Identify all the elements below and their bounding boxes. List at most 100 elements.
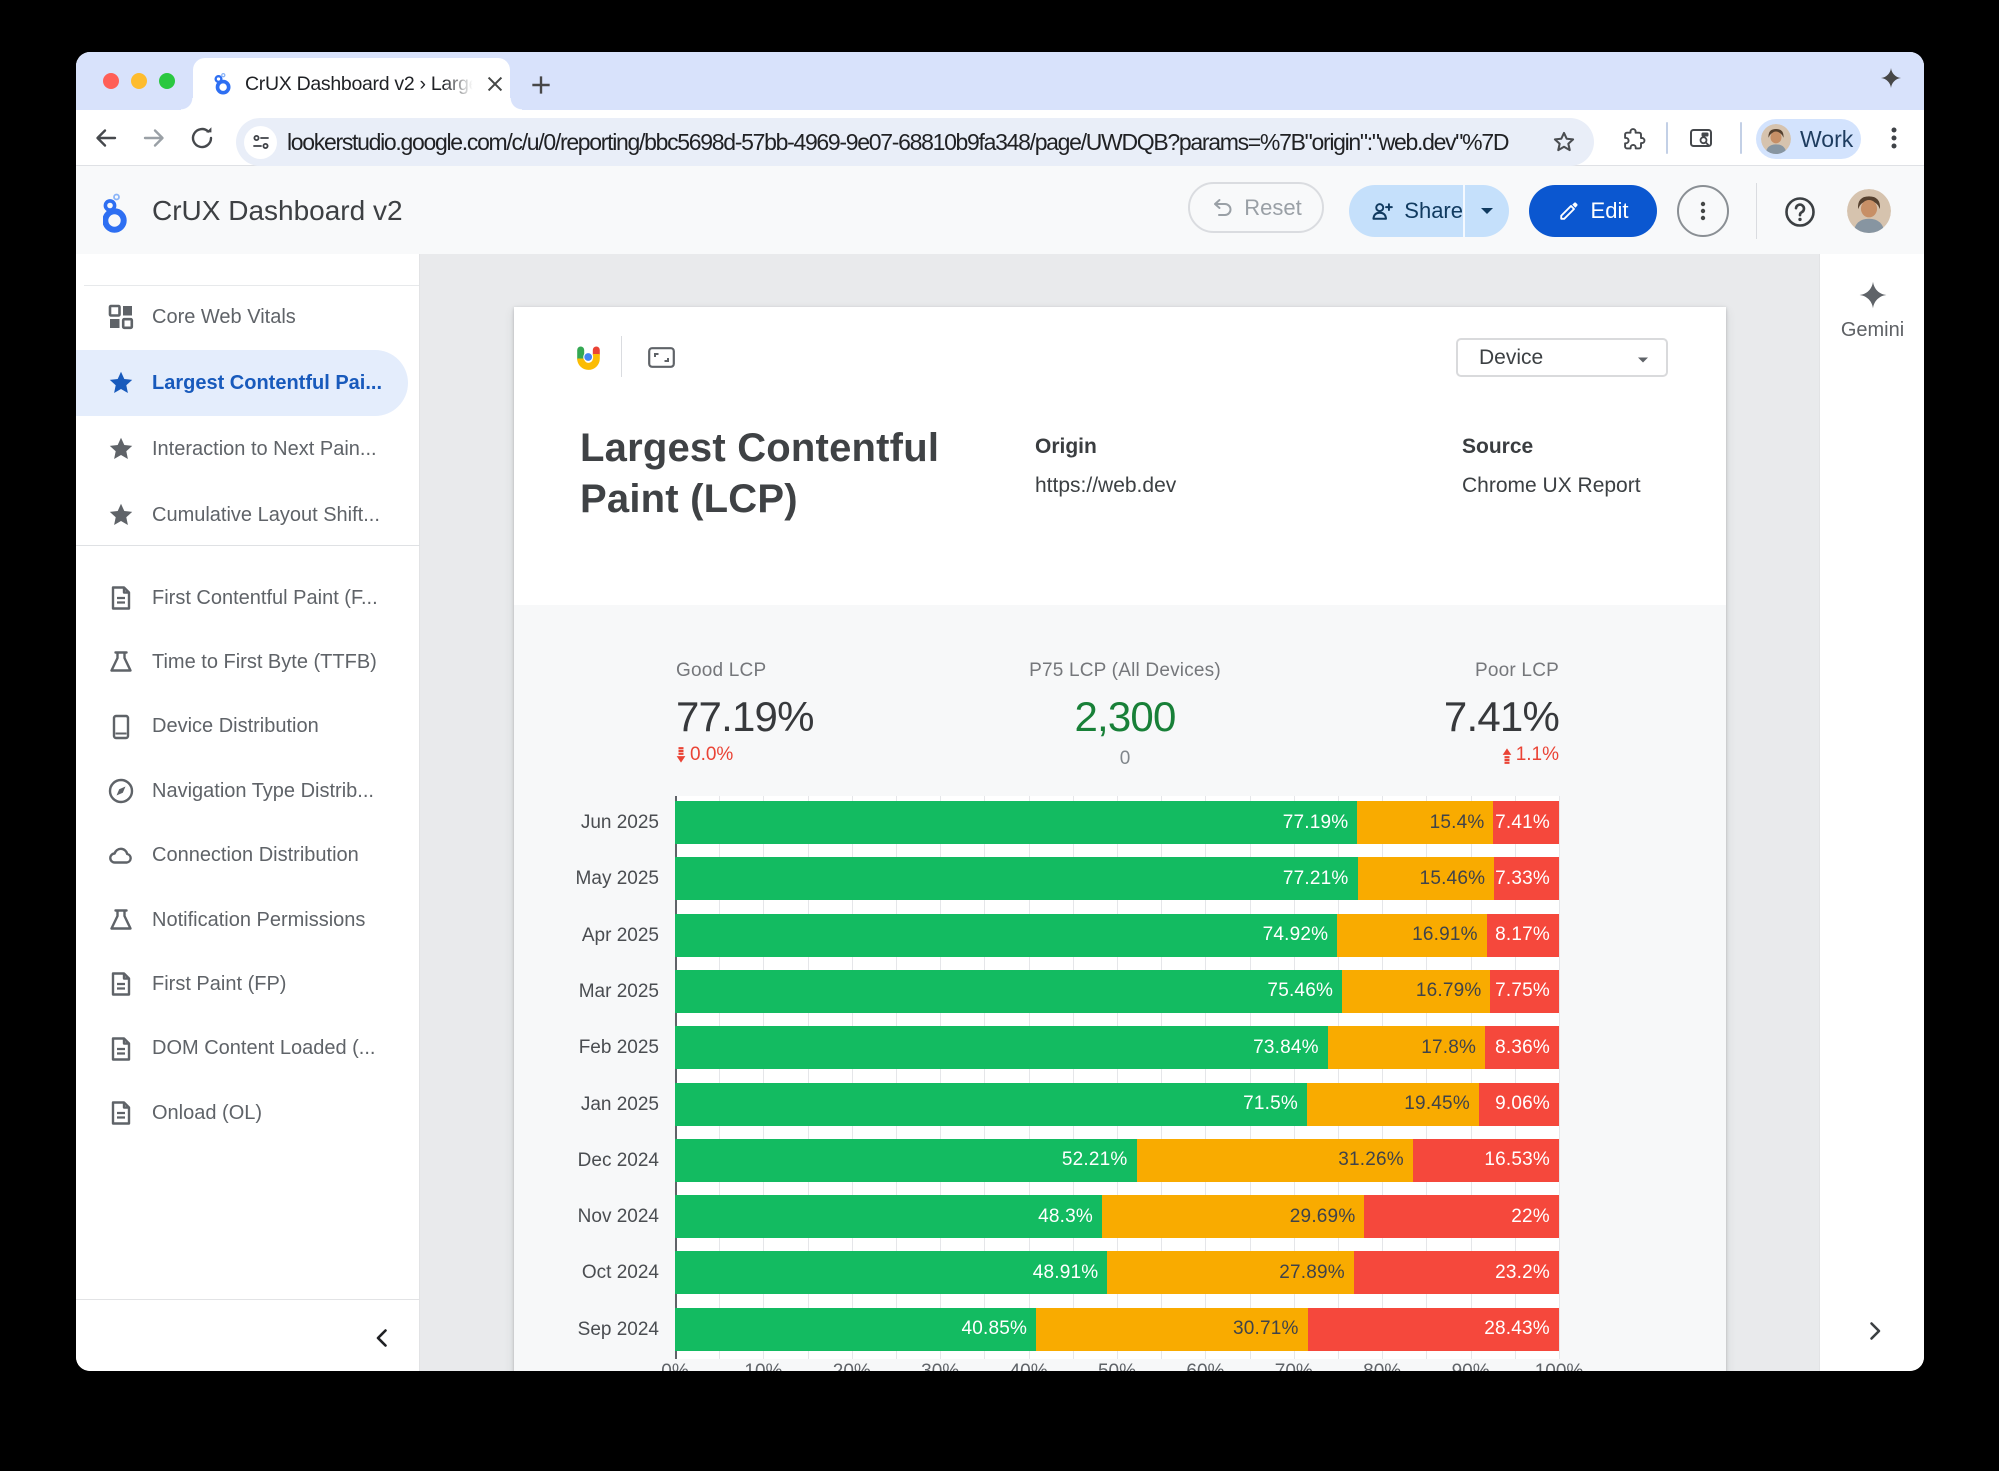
- tab-close-icon[interactable]: [483, 72, 507, 96]
- sidebar-item[interactable]: Onload (OL): [76, 1080, 408, 1146]
- report-name-title: CrUX Dashboard v2: [152, 195, 403, 226]
- reset-button-label: Reset: [1244, 194, 1302, 220]
- source-label: Source: [1462, 435, 1534, 458]
- browser-toolbar: lookerstudio.google.com/c/u/0/reporting/…: [76, 110, 1924, 166]
- scorecard-label: P75 LCP (All Devices): [1029, 660, 1221, 681]
- doc-icon: [107, 1099, 135, 1127]
- url-text: lookerstudio.google.com/c/u/0/reporting/…: [287, 128, 1509, 155]
- window-zoom-button[interactable]: [159, 73, 175, 89]
- source-field: Source Chrome UX Report: [1462, 435, 1641, 498]
- sidebar-item[interactable]: First Paint (FP): [76, 951, 408, 1017]
- dashboard-icon: [107, 303, 135, 331]
- sidebar-item[interactable]: Device Distribution: [76, 694, 408, 760]
- app-content: Core Web Vitals Largest Contentful Pai..…: [76, 254, 1924, 1371]
- sidebar-item[interactable]: Notification Permissions: [76, 887, 408, 953]
- sidebar-item[interactable]: First Contentful Paint (F...: [76, 565, 408, 631]
- forward-icon[interactable]: [140, 124, 168, 152]
- reset-button[interactable]: Reset: [1188, 182, 1324, 233]
- scorecard-delta-value: 1.1%: [1515, 744, 1559, 765]
- doc-icon: [107, 1035, 135, 1063]
- share-button[interactable]: Share: [1349, 185, 1509, 237]
- scorecard-delta: 0.0%: [676, 744, 814, 766]
- extensions-icon[interactable]: [1620, 125, 1646, 151]
- profile-chip[interactable]: Work: [1756, 119, 1861, 159]
- sidebar-item[interactable]: Time to First Byte (TTFB): [76, 629, 408, 695]
- scorecard-center: P75 LCP (All Devices) 2,300 0: [935, 660, 1315, 770]
- toolbar-divider: [1740, 122, 1742, 154]
- sidebar-group-divider: [76, 545, 420, 546]
- sidebar-collapse-chevron[interactable]: [368, 1324, 396, 1352]
- scorecard-left: Good LCP 77.19% 0.0%: [676, 660, 814, 766]
- sidebar-item-label: Device Distribution: [152, 715, 319, 738]
- pages-sidebar: Core Web Vitals Largest Contentful Pai..…: [76, 254, 420, 1371]
- cloud-icon: [107, 842, 135, 870]
- help-icon[interactable]: [1784, 196, 1816, 228]
- doc-icon: [107, 970, 135, 998]
- sidebar-item-label: Time to First Byte (TTFB): [152, 650, 377, 673]
- sidebar-item-label: Navigation Type Distrib...: [152, 779, 374, 802]
- new-tab-button[interactable]: [527, 71, 555, 99]
- browser-menu-kebab-icon[interactable]: [1881, 125, 1907, 151]
- delta-arrow-up-icon: [1502, 747, 1512, 764]
- gemini-sparkle-icon[interactable]: [1879, 66, 1903, 90]
- fit-to-page-icon[interactable]: [648, 347, 675, 368]
- header-divider: [1756, 183, 1757, 239]
- scorecard-value: 2,300: [1074, 693, 1176, 740]
- gemini-entry[interactable]: Gemini: [1820, 280, 1924, 342]
- scorecard-value: 77.19%: [676, 693, 814, 740]
- panel-expand-chevron[interactable]: [1861, 1317, 1889, 1345]
- source-value: Chrome UX Report: [1462, 474, 1641, 497]
- account-avatar[interactable]: [1847, 189, 1891, 233]
- device-filter-dropdown[interactable]: Device: [1456, 338, 1668, 377]
- sidebar-item[interactable]: Interaction to Next Pain...: [76, 416, 408, 482]
- sidebar-bottom-divider: [76, 1299, 420, 1300]
- sidebar-item-label: Cumulative Layout Shift...: [152, 503, 380, 526]
- gemini-rail: Gemini: [1819, 254, 1924, 1371]
- scorecard-subvalue: 0: [1119, 748, 1131, 769]
- sidebar-item-label: Connection Distribution: [152, 844, 359, 867]
- looker-studio-favicon: [211, 73, 233, 95]
- browser-window: CrUX Dashboard v2 › Largest: [76, 52, 1924, 1371]
- bookmark-star-icon[interactable]: [1551, 129, 1577, 155]
- looker-studio-logo: [103, 193, 127, 233]
- scorecard-label: Good LCP: [676, 660, 767, 681]
- share-button-main[interactable]: Share: [1349, 185, 1463, 237]
- tab-title: CrUX Dashboard v2 › Largest: [245, 72, 475, 95]
- doc-icon: [107, 584, 135, 612]
- sidebar-item-label: Largest Contentful Pai...: [152, 371, 383, 394]
- gemini-label: Gemini: [1840, 319, 1905, 341]
- share-split-divider: [1463, 185, 1465, 237]
- more-options-button[interactable]: [1677, 185, 1729, 237]
- origin-value: https://web.dev: [1035, 474, 1177, 497]
- sidebar-item-label: Onload (OL): [152, 1101, 263, 1124]
- report-page-title: Largest Contentful Paint (LCP): [580, 426, 940, 521]
- sidebar-item[interactable]: Cumulative Layout Shift...: [76, 482, 408, 548]
- reload-icon[interactable]: [188, 124, 216, 152]
- sidebar-item[interactable]: Connection Distribution: [76, 823, 408, 889]
- window-close-button[interactable]: [103, 73, 119, 89]
- app-header: CrUX Dashboard v2 Reset Share: [76, 166, 1924, 254]
- share-dropdown-caret[interactable]: [1465, 185, 1509, 237]
- dropdown-caret-icon: [1637, 356, 1649, 364]
- address-bar[interactable]: lookerstudio.google.com/c/u/0/reporting/…: [236, 118, 1594, 166]
- sidebar-item[interactable]: Core Web Vitals: [76, 284, 408, 350]
- scorecard-delta: 1.1%: [1359, 744, 1559, 766]
- site-settings-icon[interactable]: [244, 125, 277, 159]
- scorecard-value: 7.41%: [1443, 693, 1560, 740]
- back-icon[interactable]: [92, 124, 120, 152]
- star-icon: [107, 501, 135, 529]
- search-side-panel-icon[interactable]: [1688, 125, 1714, 151]
- sidebar-item[interactable]: DOM Content Loaded (...: [76, 1016, 408, 1082]
- browser-tab[interactable]: CrUX Dashboard v2 › Largest: [181, 58, 522, 110]
- sidebar-item[interactable]: Navigation Type Distrib...: [76, 758, 408, 824]
- edit-button[interactable]: Edit: [1529, 185, 1657, 237]
- report-page: Device Largest Contentful Paint (LCP) Or…: [514, 307, 1726, 1371]
- sidebar-item[interactable]: Largest Contentful Pai...: [76, 350, 408, 416]
- origin-label: Origin: [1035, 435, 1097, 458]
- star-icon: [107, 369, 135, 397]
- toolbar-divider: [1666, 122, 1668, 154]
- scorecard-delta-value: 0.0%: [690, 744, 734, 765]
- device-filter-value: Device: [1479, 345, 1544, 369]
- window-minimize-button[interactable]: [131, 73, 147, 89]
